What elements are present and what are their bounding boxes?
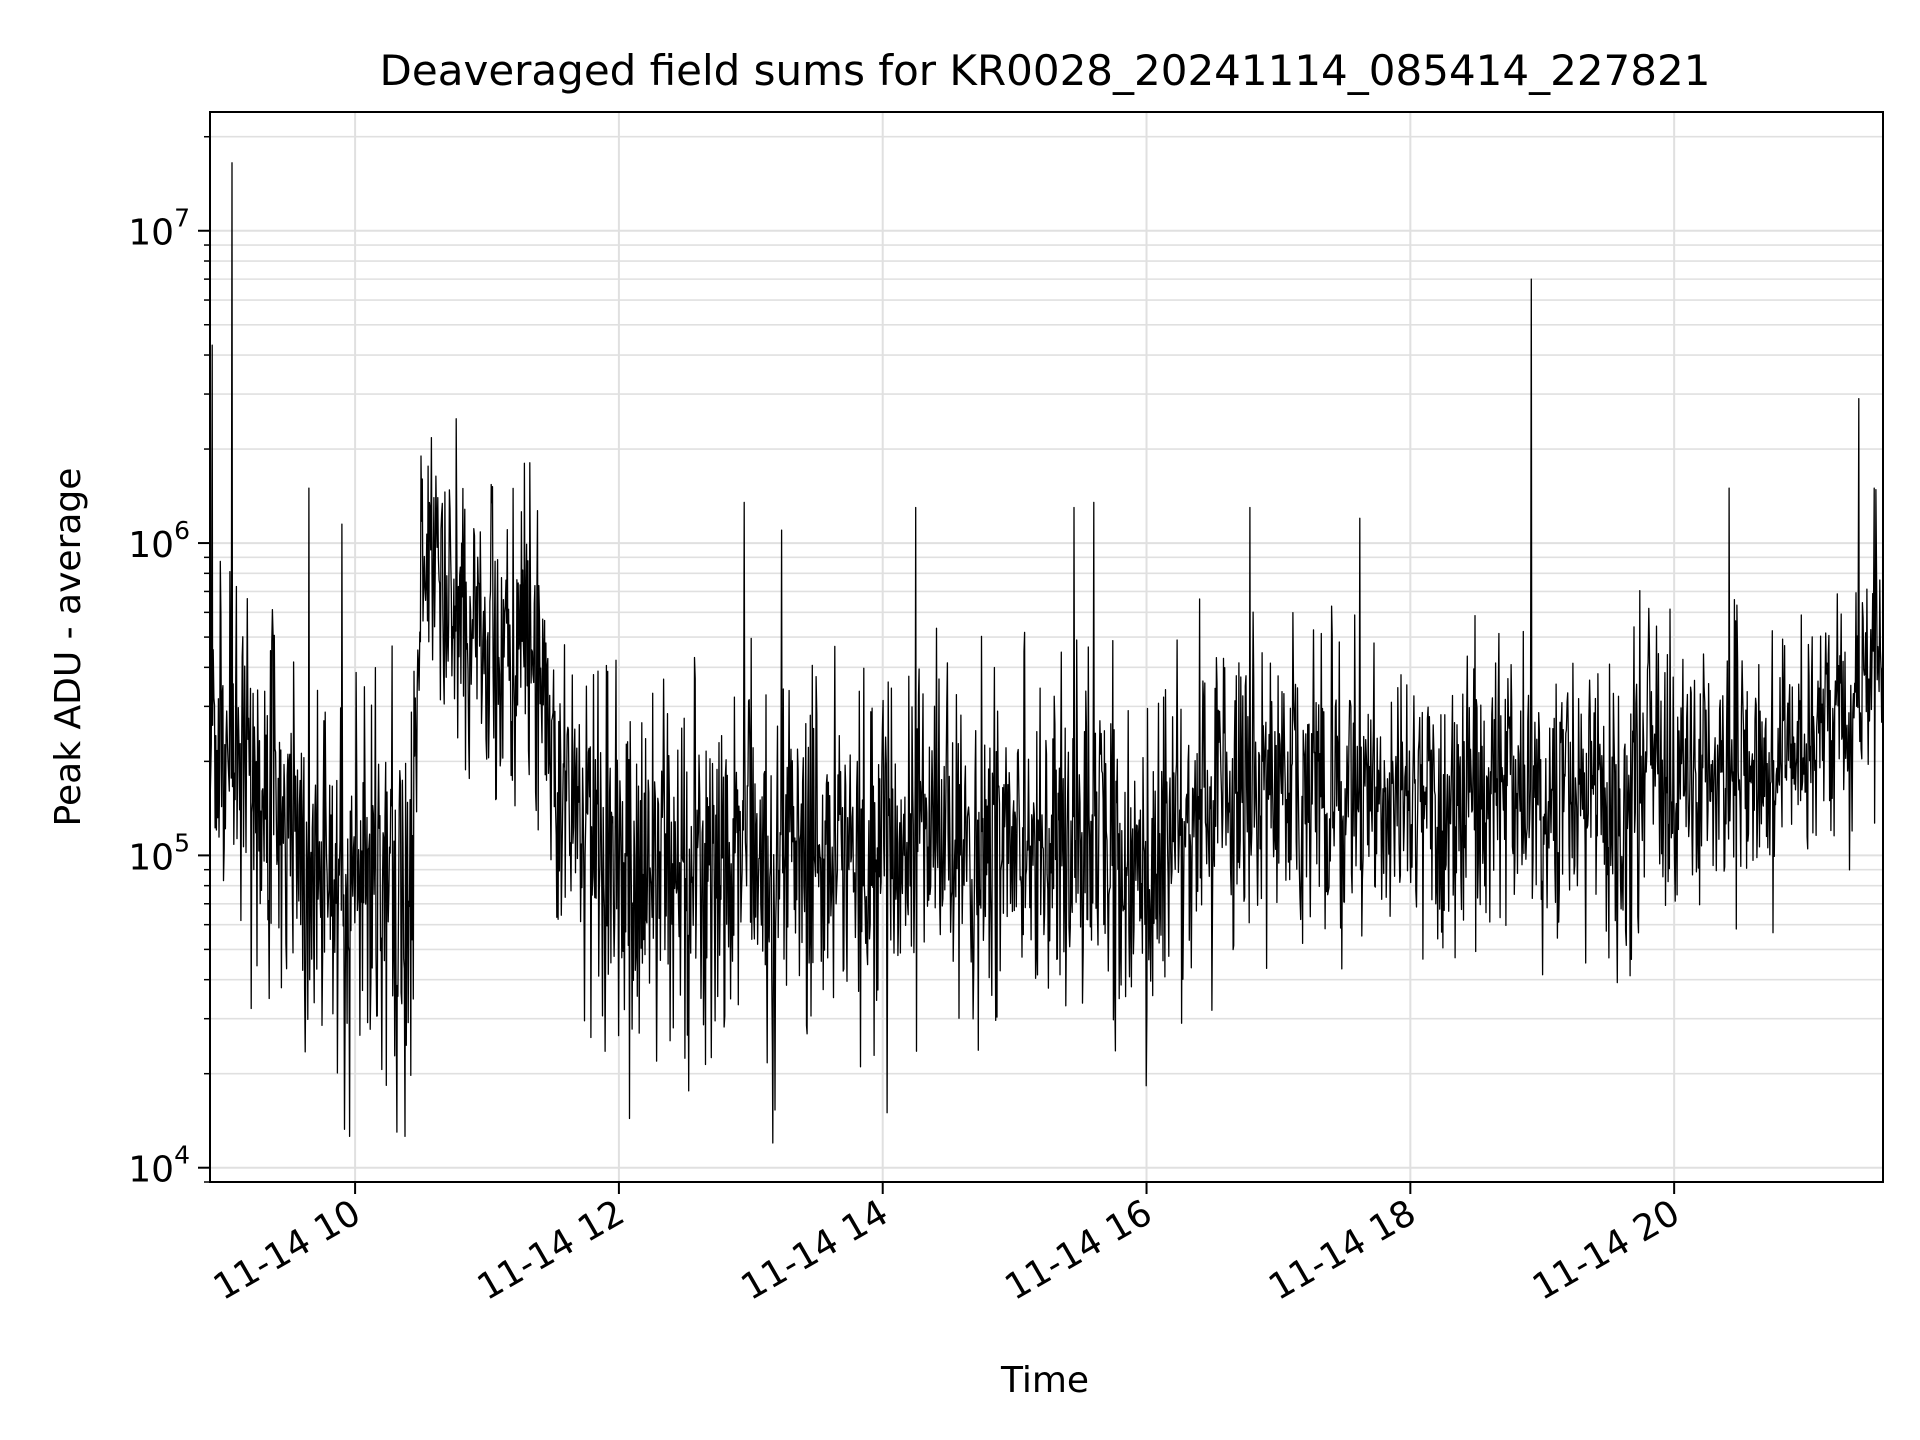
y-tick-label: 104 [128,1141,190,1191]
x-axis-label: Time [1000,1360,1089,1401]
series-line [210,162,1883,1144]
y-tick-label: 106 [128,516,190,566]
y-axis-label: Peak ADU - average [48,468,89,827]
plot-frame [209,111,1884,1183]
y-tick-label: 107 [128,204,190,254]
y-axis: 104 105 106 107 [128,135,210,1191]
chart-title: Deaveraged field sums for KR0028_2024111… [380,46,1711,95]
y-tick-label: 105 [128,828,190,878]
series-layer [210,162,1883,1144]
